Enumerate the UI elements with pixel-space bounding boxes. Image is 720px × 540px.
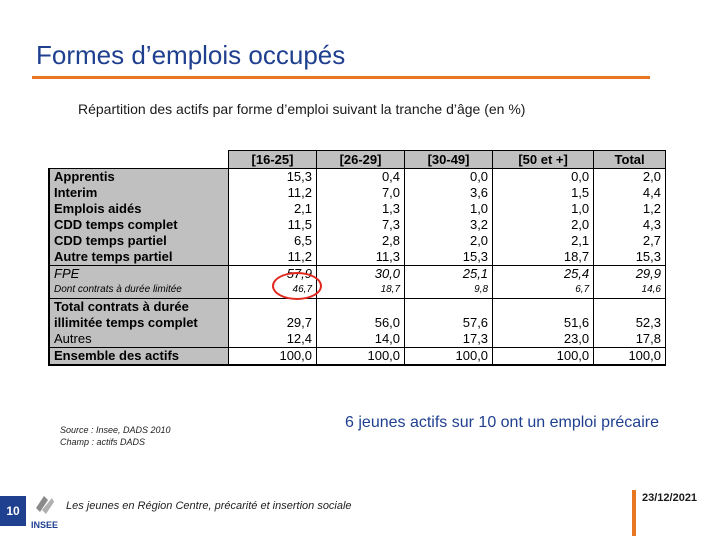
cell-value: 15,3 <box>227 168 318 185</box>
cell-value: 2,0 <box>593 168 666 185</box>
cell-value: 51,6 <box>492 298 595 331</box>
cell-value: 100,0 <box>316 347 406 366</box>
row-label: Ensemble des actifs <box>48 347 229 366</box>
cell-value: 1,0 <box>404 201 494 217</box>
cell-value: 29,9 <box>593 265 666 282</box>
slide-title: Formes d’emplois occupés <box>36 40 346 70</box>
cell-value: 9,8 <box>404 282 494 299</box>
header-16-25: [16-25] <box>227 150 318 169</box>
row-label: Emplois aidés <box>48 201 229 217</box>
row-label: Autres <box>48 331 229 348</box>
scope-line: Champ : actifs DADS <box>60 437 146 447</box>
insee-logo: INSEE <box>30 490 60 532</box>
cell-value: 29,7 <box>227 298 318 331</box>
table-row: Emplois aidés 2,1 1,3 1,0 1,0 1,2 <box>48 201 666 217</box>
cell-value: 1,2 <box>593 201 666 217</box>
cell-value: 14,6 <box>593 282 666 299</box>
table-row: Total contrats à durée illimitée temps c… <box>48 298 666 331</box>
table-row-fpe-subset: Dont contrats à durée limitée 46,7 18,7 … <box>48 282 666 299</box>
row-label: CDD temps partiel <box>48 233 229 249</box>
cell-value: 18,7 <box>492 249 595 266</box>
cell-value: 11,2 <box>227 185 318 201</box>
svg-text:INSEE: INSEE <box>31 520 58 530</box>
cell-value: 2,1 <box>227 201 318 217</box>
row-label: Apprentis <box>48 168 229 185</box>
cell-value: 25,4 <box>492 265 595 282</box>
cell-value: 25,1 <box>404 265 494 282</box>
header-30-49: [30-49] <box>404 150 494 169</box>
cell-value: 18,7 <box>316 282 406 299</box>
cell-value: 11,2 <box>227 249 318 266</box>
cell-value: 2,1 <box>492 233 595 249</box>
source-line: Source : Insee, DADS 2010 <box>60 425 171 435</box>
row-label: CDD temps complet <box>48 217 229 233</box>
cell-value: 12,4 <box>227 331 318 348</box>
cell-value: 1,5 <box>492 185 595 201</box>
table-row: CDD temps complet 11,5 7,3 3,2 2,0 4,3 <box>48 217 666 233</box>
cell-value: 3,2 <box>404 217 494 233</box>
cell-value: 52,3 <box>593 298 666 331</box>
row-label: Total contrats à durée illimitée temps c… <box>48 298 229 331</box>
table-row: Apprentis 15,3 0,4 0,0 0,0 2,0 <box>48 168 666 185</box>
cell-value: 2,7 <box>593 233 666 249</box>
cell-value: 3,6 <box>404 185 494 201</box>
cell-value: 0,0 <box>492 168 595 185</box>
highlight-circle <box>272 272 322 300</box>
cell-value: 11,5 <box>227 217 318 233</box>
cell-value: 1,0 <box>492 201 595 217</box>
cell-value: 56,0 <box>316 298 406 331</box>
row-label: Dont contrats à durée limitée <box>48 282 229 299</box>
title-underline <box>32 76 650 79</box>
cell-value: 1,3 <box>316 201 406 217</box>
cell-value: 15,3 <box>404 249 494 266</box>
table-row: Autre temps partiel 11,2 11,3 15,3 18,7 … <box>48 249 666 266</box>
cell-value: 7,0 <box>316 185 406 201</box>
cell-value: 100,0 <box>492 347 595 366</box>
cell-value: 6,7 <box>492 282 595 299</box>
cell-value: 2,0 <box>492 217 595 233</box>
header-50-plus: [50 et +] <box>492 150 595 169</box>
header-26-29: [26-29] <box>316 150 406 169</box>
cell-value: 6,5 <box>227 233 318 249</box>
header-total: Total <box>593 150 666 169</box>
cell-value: 4,3 <box>593 217 666 233</box>
cell-value: 100,0 <box>593 347 666 366</box>
key-finding: 6 jeunes actifs sur 10 ont un emploi pré… <box>345 414 659 431</box>
table-subtitle: Répartition des actifs par forme d’emplo… <box>78 101 526 117</box>
cell-value: 23,0 <box>492 331 595 348</box>
footer-accent-bar <box>632 490 636 536</box>
cell-value: 30,0 <box>316 265 406 282</box>
cell-value: 11,3 <box>316 249 406 266</box>
table-row: CDD temps partiel 6,5 2,8 2,0 2,1 2,7 <box>48 233 666 249</box>
cell-value: 100,0 <box>227 347 318 366</box>
employment-table: [16-25] [26-29] [30-49] [50 et +] Total … <box>48 150 666 366</box>
cell-value: 4,4 <box>593 185 666 201</box>
cell-value: 14,0 <box>316 331 406 348</box>
cell-value: 2,8 <box>316 233 406 249</box>
cell-value: 17,8 <box>593 331 666 348</box>
table-row: Autres 12,4 14,0 17,3 23,0 17,8 <box>48 331 666 348</box>
cell-value: 2,0 <box>404 233 494 249</box>
cell-value: 7,3 <box>316 217 406 233</box>
table-row-fpe: FPE 57,9 30,0 25,1 25,4 29,9 <box>48 265 666 282</box>
row-label: FPE <box>48 265 229 282</box>
cell-value: 15,3 <box>593 249 666 266</box>
source-note: Source : Insee, DADS 2010 Champ : actifs… <box>60 424 171 448</box>
cell-value: 100,0 <box>404 347 494 366</box>
page-number: 10 <box>0 496 26 526</box>
cell-value: 17,3 <box>404 331 494 348</box>
header-blank-cell <box>49 150 229 169</box>
footer-date: 23/12/2021 <box>642 492 698 504</box>
table-header-row: [16-25] [26-29] [30-49] [50 et +] Total <box>49 150 666 169</box>
table-row-total: Ensemble des actifs 100,0 100,0 100,0 10… <box>48 347 666 366</box>
row-label: Interim <box>48 185 229 201</box>
table-row: Interim 11,2 7,0 3,6 1,5 4,4 <box>48 185 666 201</box>
footer-text: Les jeunes en Région Centre, précarité e… <box>66 500 352 512</box>
cell-value: 0,0 <box>404 168 494 185</box>
cell-value: 0,4 <box>316 168 406 185</box>
cell-value: 57,6 <box>404 298 494 331</box>
row-label: Autre temps partiel <box>48 249 229 266</box>
